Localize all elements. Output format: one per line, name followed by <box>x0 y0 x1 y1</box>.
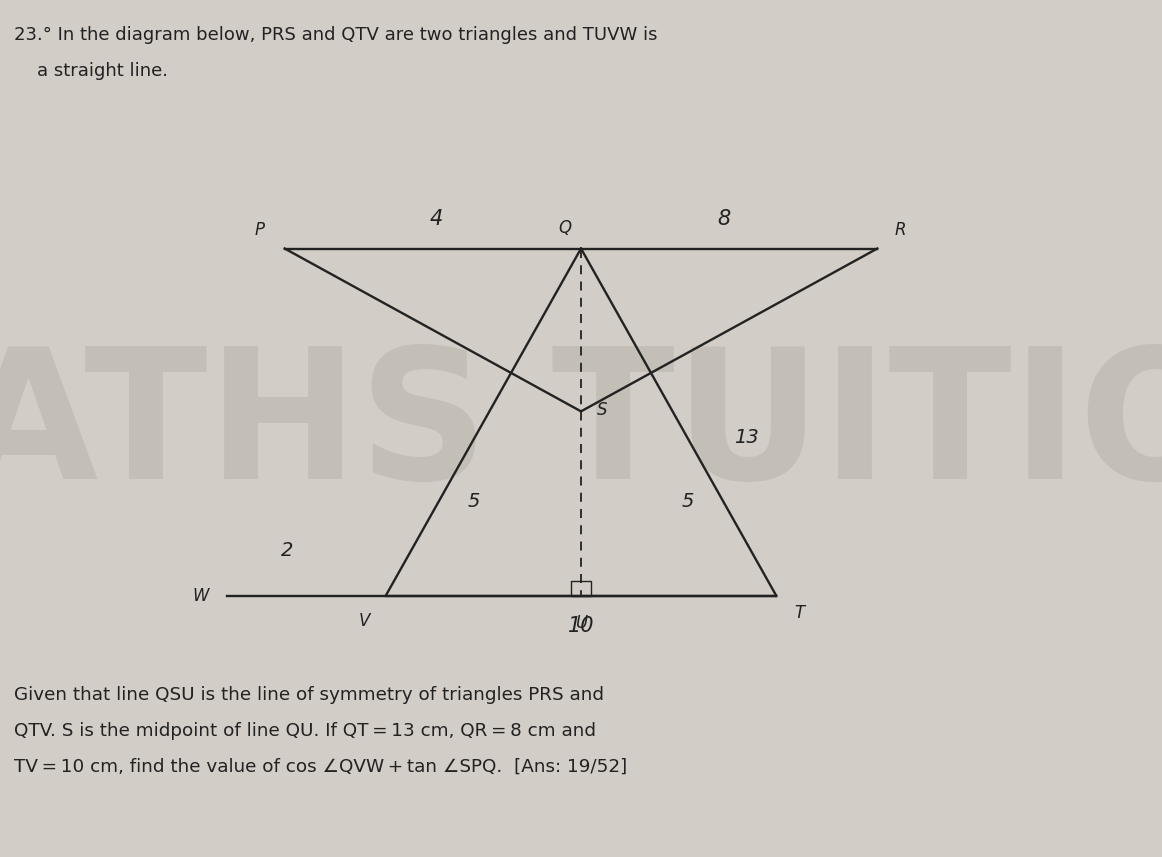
Text: P: P <box>254 220 264 239</box>
Text: V: V <box>359 612 371 631</box>
Text: 8: 8 <box>717 208 731 229</box>
Text: S: S <box>596 400 608 419</box>
Text: Q: Q <box>558 219 572 237</box>
Text: 10: 10 <box>568 615 594 636</box>
Text: 23.° In the diagram below, PRS and QTV are two triangles and TUVW is: 23.° In the diagram below, PRS and QTV a… <box>14 26 658 44</box>
Text: MATHS TUITION: MATHS TUITION <box>0 340 1162 517</box>
Text: T: T <box>795 603 804 622</box>
Text: W: W <box>193 586 209 605</box>
Text: QTV. S is the midpoint of line QU. If QT = 13 cm, QR = 8 cm and: QTV. S is the midpoint of line QU. If QT… <box>14 722 596 740</box>
Text: 5: 5 <box>682 492 694 511</box>
Text: 5: 5 <box>468 492 480 511</box>
Text: Given that line QSU is the line of symmetry of triangles PRS and: Given that line QSU is the line of symme… <box>14 686 604 704</box>
Text: TV = 10 cm, find the value of cos ∠QVW + tan ∠SPQ.  [Ans: 19/52]: TV = 10 cm, find the value of cos ∠QVW +… <box>14 758 627 776</box>
Text: R: R <box>895 220 906 239</box>
Text: a straight line.: a straight line. <box>14 62 168 80</box>
Text: 4: 4 <box>429 208 443 229</box>
Text: 13: 13 <box>733 428 759 446</box>
Bar <box>572 581 590 596</box>
Text: U: U <box>575 614 587 632</box>
Text: 2: 2 <box>281 541 293 560</box>
